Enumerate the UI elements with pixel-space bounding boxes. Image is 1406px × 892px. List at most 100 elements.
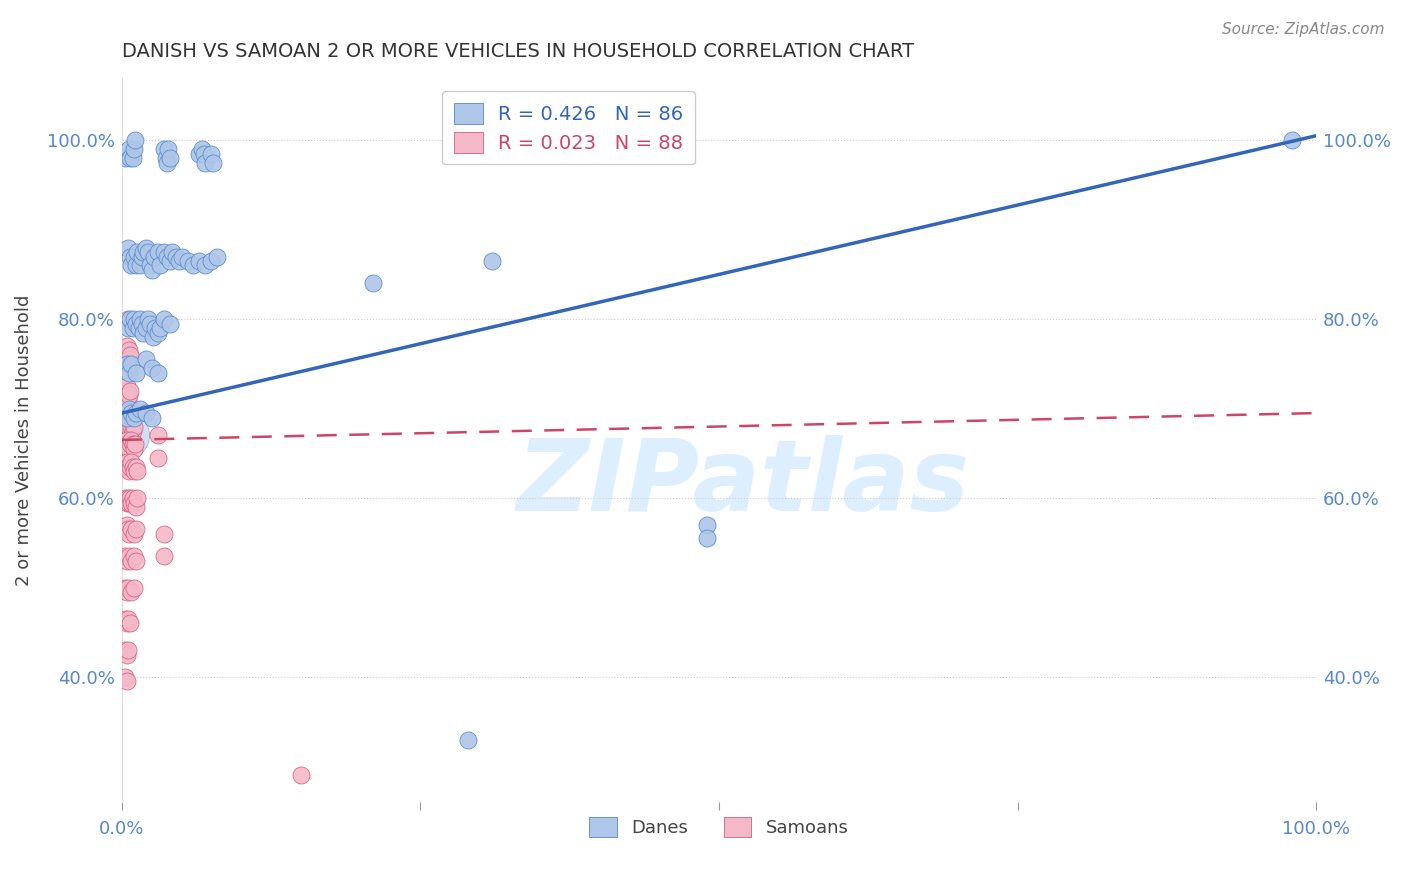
Point [118,401,141,416]
Point [1281,133,1303,147]
Point [115,357,138,371]
Point [115,648,138,662]
Point [115,495,138,509]
Legend: Danes, Samoans: Danes, Samoans [582,810,856,844]
Text: 0.0%: 0.0% [100,820,145,838]
Point [136,312,159,326]
Point [115,616,138,631]
Point [120,554,142,568]
Point [115,674,138,689]
Point [114,522,136,536]
Point [125,554,148,568]
Point [132,326,155,340]
Point [120,415,142,429]
Point [118,352,141,367]
Point [128,259,150,273]
Point [120,455,142,469]
Point [141,361,163,376]
Point [188,146,211,161]
Point [122,410,145,425]
Point [114,581,136,595]
Point [176,254,198,268]
Point [117,415,139,429]
Point [124,437,146,451]
Point [152,549,174,564]
Point [121,151,143,165]
Point [118,549,141,564]
Point [122,527,145,541]
Point [114,459,136,474]
Point [120,491,142,505]
Point [152,312,174,326]
Point [191,142,214,156]
Point [120,348,142,362]
Point [115,379,138,393]
Point [120,406,142,420]
Point [120,437,142,451]
Point [120,419,142,434]
Point [193,146,215,161]
Point [159,317,181,331]
Point [114,151,136,165]
Point [201,155,224,169]
Point [117,522,139,536]
Point [142,330,165,344]
Point [146,366,169,380]
Point [125,406,148,420]
Point [170,250,193,264]
Point [128,321,150,335]
Point [118,464,141,478]
Point [118,366,141,380]
Point [121,321,143,335]
Point [149,321,172,335]
Point [114,428,136,442]
Point [122,419,145,434]
Point [481,254,503,268]
Point [115,339,138,353]
Point [139,317,162,331]
Point [117,491,139,505]
Point [125,459,148,474]
Point [115,585,138,599]
Point [135,321,157,335]
Point [122,250,145,264]
Point [165,250,187,264]
Point [118,343,141,358]
Point [143,250,166,264]
Point [152,527,174,541]
Point [122,549,145,564]
Point [194,155,217,169]
Point [124,133,146,147]
Point [183,259,205,273]
Point [696,517,718,532]
Point [122,495,145,509]
Point [194,259,217,273]
Point [120,495,142,509]
Point [135,241,157,255]
Point [141,263,163,277]
Point [290,768,312,782]
Point [120,585,142,599]
Point [115,554,138,568]
Point [146,450,169,465]
Point [115,352,138,367]
Point [361,277,384,291]
Point [125,500,148,514]
Point [118,419,141,434]
Point [155,151,177,165]
Point [114,419,136,434]
Point [136,245,159,260]
Point [120,522,142,536]
Point [117,241,139,255]
Point [121,424,143,438]
Point [696,532,718,546]
Point [131,250,153,264]
Point [115,433,138,447]
Point [120,250,142,264]
Point [152,245,174,260]
Point [114,549,136,564]
Point [115,424,138,438]
Point [117,459,139,474]
Point [160,245,183,260]
Point [114,643,136,657]
